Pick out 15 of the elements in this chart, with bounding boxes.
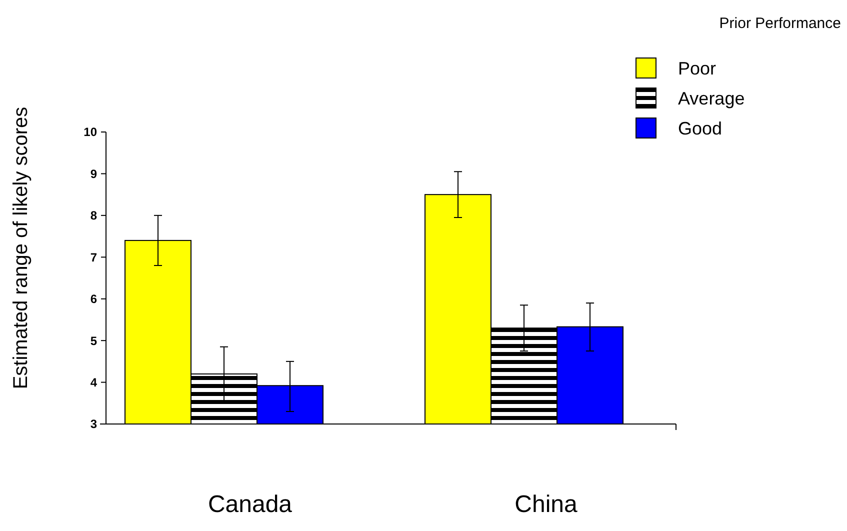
y-tick-label: 6 bbox=[90, 292, 98, 306]
y-tick-label: 9 bbox=[90, 166, 98, 181]
legend-label: Good bbox=[678, 118, 722, 138]
y-tick-label: 5 bbox=[90, 334, 98, 348]
x-tick-label: Canada bbox=[208, 491, 293, 518]
y-axis-title: Estimated range of likely scores bbox=[10, 106, 32, 390]
legend-label: Poor bbox=[678, 58, 716, 78]
y-tick-label: 10 bbox=[84, 125, 98, 140]
x-tick-label: China bbox=[514, 491, 578, 518]
y-tick-label: 4 bbox=[90, 375, 98, 390]
y-tick-label: 7 bbox=[90, 250, 98, 264]
legend-title: Prior Performance bbox=[719, 15, 841, 32]
y-tick-label: 8 bbox=[90, 208, 98, 223]
y-tick-label: 3 bbox=[90, 417, 98, 432]
legend-label: Average bbox=[678, 88, 745, 108]
